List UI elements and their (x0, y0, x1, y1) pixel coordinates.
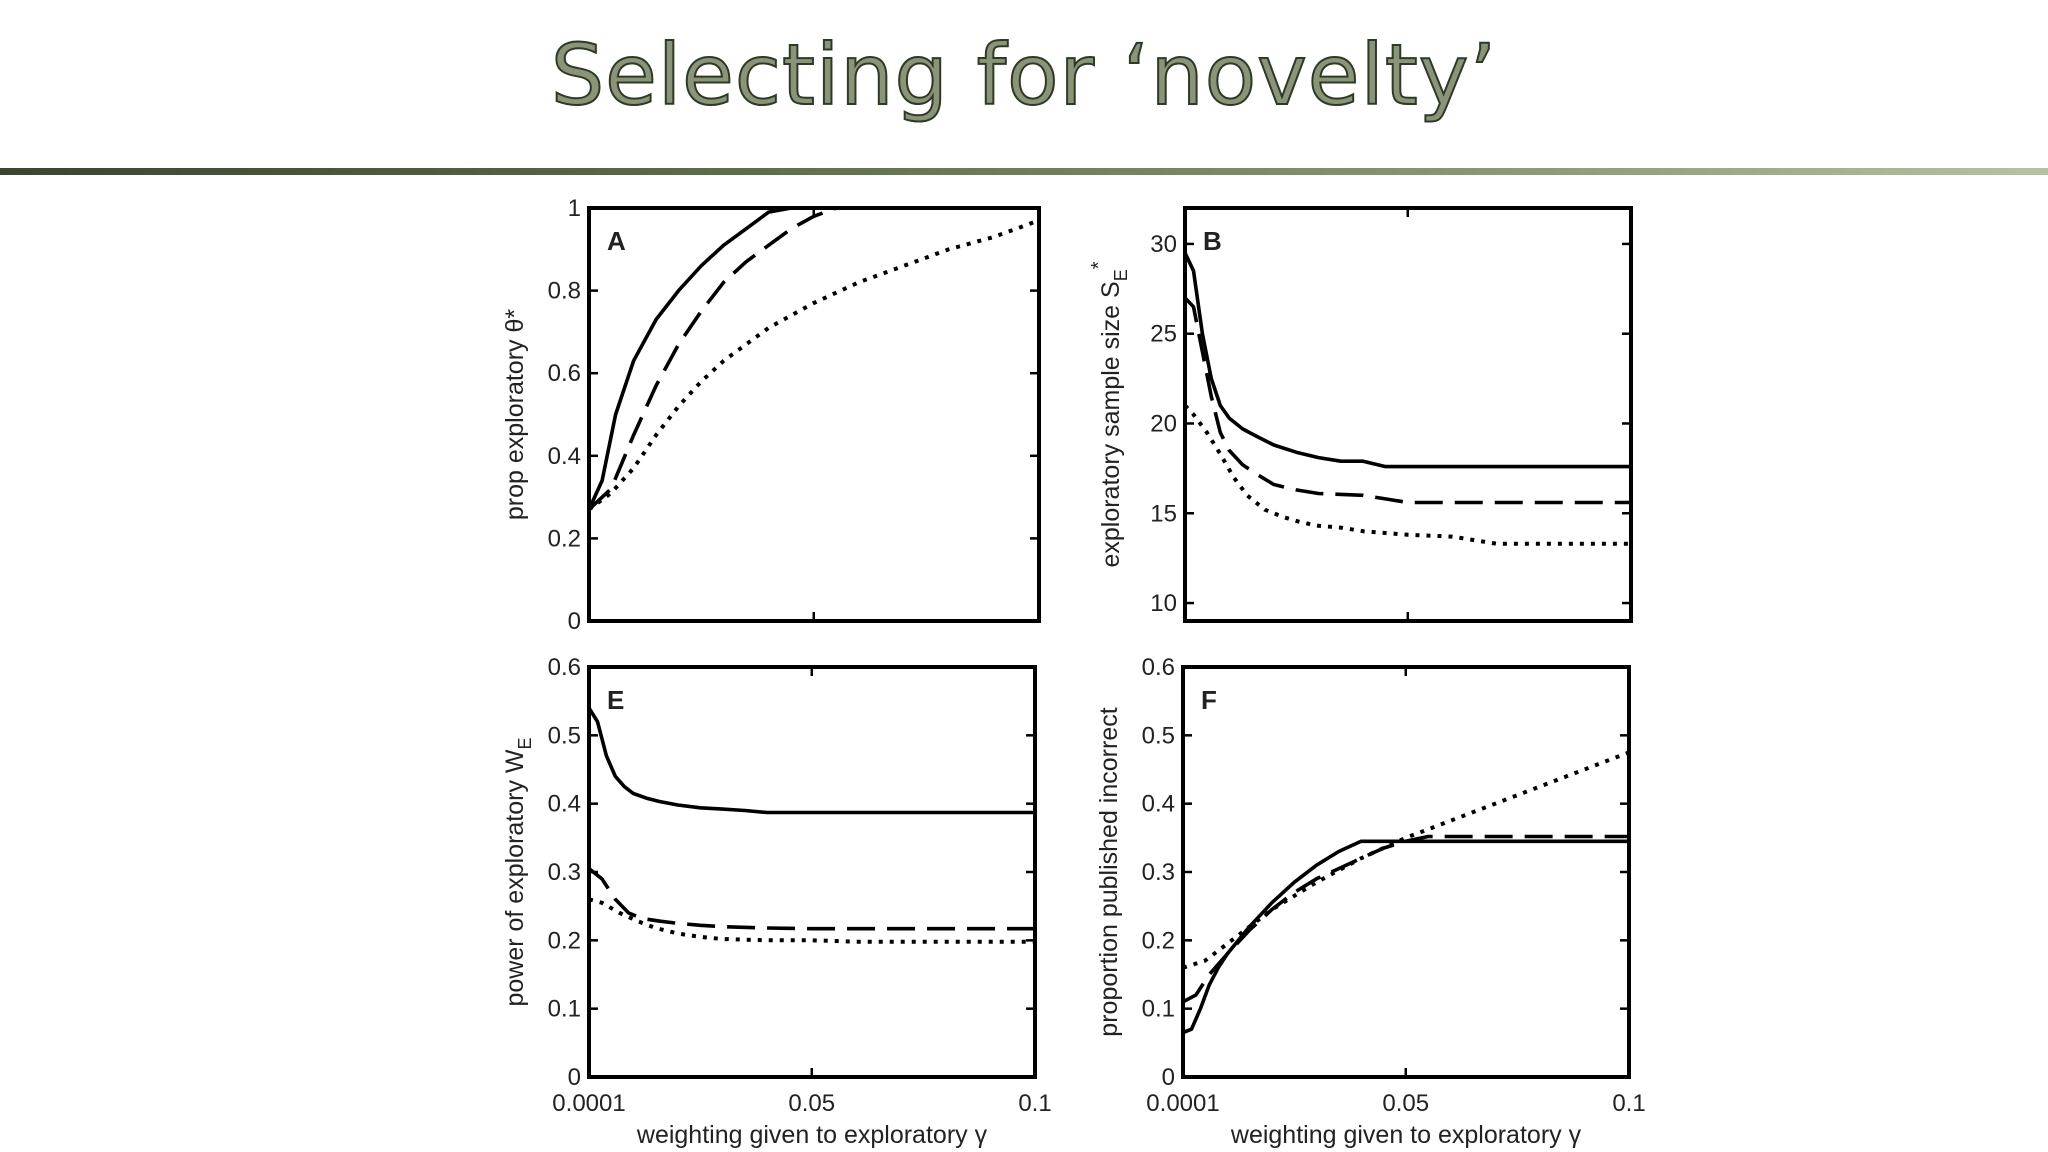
panel-label: E (607, 685, 624, 715)
y-tick-label: 20 (1150, 410, 1177, 437)
y-tick-label: 0 (568, 1064, 581, 1091)
plot-frame (1181, 665, 1631, 1079)
series-line-solid (587, 206, 1039, 511)
y-tick-label: 30 (1150, 231, 1177, 258)
y-tick-label: 0.2 (1142, 927, 1175, 954)
x-axis-label: weighting given to exploratory γ (636, 1121, 988, 1149)
x-tick-label: 0.1 (1612, 1090, 1645, 1117)
y-tick-label: 0 (1162, 1064, 1175, 1091)
y-tick-label: 0.6 (548, 654, 581, 681)
y-axis-label-text: prop exploratory θ* (501, 309, 529, 521)
y-tick-label: 0.4 (1142, 791, 1175, 818)
y-tick-label: 0.6 (548, 360, 581, 387)
series-line-dashed (587, 206, 1039, 511)
series-line-dashed (587, 867, 1035, 931)
panel-label: F (1201, 685, 1217, 715)
y-axis-label: power of exploratory WE (501, 737, 535, 1006)
x-tick-label: 0.1 (1018, 1090, 1051, 1117)
panel-f: 0 0.1 0.2 0.3 0.4 0.5 0.6 0.0001 0.05 0.1 Fproport… (1095, 654, 1646, 1149)
y-tick-label: 0.5 (1142, 722, 1175, 749)
series-line-dotted (587, 218, 1040, 512)
plot-frame (1183, 206, 1633, 623)
y-tick-label: 0 (568, 608, 581, 635)
series-line-solid (587, 707, 1035, 815)
y-tick-label: 0.8 (548, 278, 581, 305)
x-tick-label: 0.05 (1382, 1090, 1429, 1117)
y-axis-label-text: proportion published incorrect (1095, 707, 1123, 1036)
plot-frame (587, 665, 1037, 1079)
slide-title: Selecting for ‘novelty’ (550, 25, 1498, 125)
y-tick-label: 1 (568, 195, 581, 222)
y-axis-label: exploratory sample size SE* (1088, 261, 1131, 567)
y-tick-label: 0.3 (548, 859, 581, 886)
y-axis-label: proportion published incorrect (1095, 707, 1123, 1036)
panel-label: A (607, 226, 626, 256)
y-tick-label: 0.2 (548, 927, 581, 954)
y-axis-label-text: exploratory sample size S (1097, 281, 1125, 567)
panel-label: B (1203, 226, 1222, 256)
series-line-solid (1182, 839, 1629, 1035)
y-tick-label: 0.3 (1142, 859, 1175, 886)
x-tick-label: 0.05 (788, 1090, 835, 1117)
y-tick-label: 0.2 (548, 525, 581, 552)
y-tick-label: 0.5 (548, 722, 581, 749)
y-axis-label-superscript: * (1088, 261, 1110, 269)
y-axis-label: prop exploratory θ* (501, 309, 529, 521)
y-axis-label-text: power of exploratory W (501, 749, 529, 1006)
y-axis-label-subscript: E (1111, 269, 1131, 281)
y-tick-label: 0.6 (1142, 654, 1175, 681)
y-axis-label-subscript: E (515, 737, 535, 749)
y-tick-label: 0.1 (548, 996, 581, 1023)
y-tick-label: 0.4 (548, 791, 581, 818)
series-line-solid (1183, 252, 1631, 469)
y-tick-label: 15 (1150, 500, 1177, 527)
x-tick-label: 0.0001 (552, 1090, 625, 1117)
title-divider (0, 168, 2048, 175)
series-line-dashed (1183, 296, 1631, 505)
y-tick-label: 0.1 (1142, 996, 1175, 1023)
series-line-dashed (1182, 834, 1629, 1004)
x-tick-label: 0.0001 (1146, 1090, 1219, 1117)
y-tick-label: 25 (1150, 321, 1177, 348)
x-axis-label: weighting given to exploratory γ (1230, 1121, 1582, 1149)
plot-frame (587, 206, 1041, 623)
y-tick-label: 0.4 (548, 443, 581, 470)
y-tick-label: 10 (1150, 590, 1177, 617)
series-line-dotted (1182, 750, 1630, 970)
series-line-dotted (1183, 404, 1631, 546)
